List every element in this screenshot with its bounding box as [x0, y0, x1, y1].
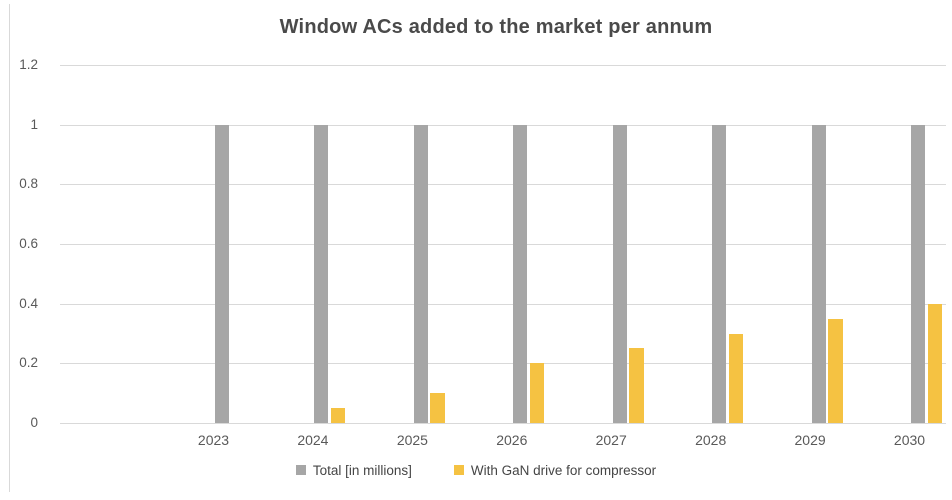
bar-total-2029	[811, 124, 826, 423]
legend-item-total: Total [in millions]	[295, 462, 412, 478]
bar-total-2027	[612, 124, 627, 423]
bar-gan-2029	[828, 318, 843, 423]
y-axis-tick-label-0.8: 0.8	[19, 176, 38, 192]
legend-label-total: Total [in millions]	[312, 462, 412, 478]
x-axis-label-2025: 2025	[396, 432, 428, 448]
gridline-1.2	[60, 65, 946, 66]
bar-gan-2025	[430, 393, 445, 423]
x-axis-label-2024: 2024	[297, 432, 329, 448]
bar-gan-2030	[927, 303, 942, 423]
y-axis-tick-label-0.4: 0.4	[19, 295, 38, 311]
x-axis-label-2023: 2023	[197, 432, 230, 448]
x-axis-label-2027: 2027	[595, 432, 627, 448]
x-axis-label-2028: 2028	[695, 432, 727, 448]
bar-total-2030	[911, 124, 925, 423]
bar-gan-2026	[529, 363, 545, 423]
y-axis-tick-label-0.2: 0.2	[19, 355, 38, 371]
bar-total-2024	[314, 124, 329, 423]
gridline-0.8	[60, 184, 946, 186]
legend: Total [in millions] With GaN drive for c…	[0, 460, 952, 480]
y-axis-tick-label-1: 1	[30, 116, 38, 132]
bar-total-2023	[215, 124, 229, 423]
bar-gan-2028	[728, 333, 744, 423]
legend-label-gan: With GaN drive for compressor	[470, 462, 657, 478]
y-axis-tick-label-0.6: 0.6	[19, 236, 38, 251]
y-axis-tick-label-1.2: 1.2	[19, 57, 38, 72]
x-axis-label-2030: 2030	[893, 432, 926, 448]
bar-gan-2024	[330, 408, 346, 423]
total-series-swatch	[295, 465, 306, 475]
bar-total-2025	[413, 124, 428, 423]
gridline-0.4	[60, 303, 946, 305]
chart-left-border	[9, 4, 10, 492]
gan-series-swatch	[453, 465, 464, 475]
gridline-1	[60, 124, 946, 126]
bar-total-2028	[712, 124, 727, 423]
gridline-0.6	[60, 244, 946, 245]
y-axis-tick-label-0: 0	[30, 415, 38, 430]
chart-title: Window ACs added to the market per annum	[279, 16, 713, 38]
gridline-0	[60, 423, 946, 424]
x-axis-label-2029: 2029	[794, 432, 826, 448]
bar-total-2026	[513, 124, 528, 423]
gridline-0.2	[60, 363, 946, 365]
legend-item-gan: With GaN drive for compressor	[453, 462, 657, 478]
x-axis-label-2026: 2026	[496, 432, 528, 448]
bar-gan-2027	[629, 348, 644, 423]
